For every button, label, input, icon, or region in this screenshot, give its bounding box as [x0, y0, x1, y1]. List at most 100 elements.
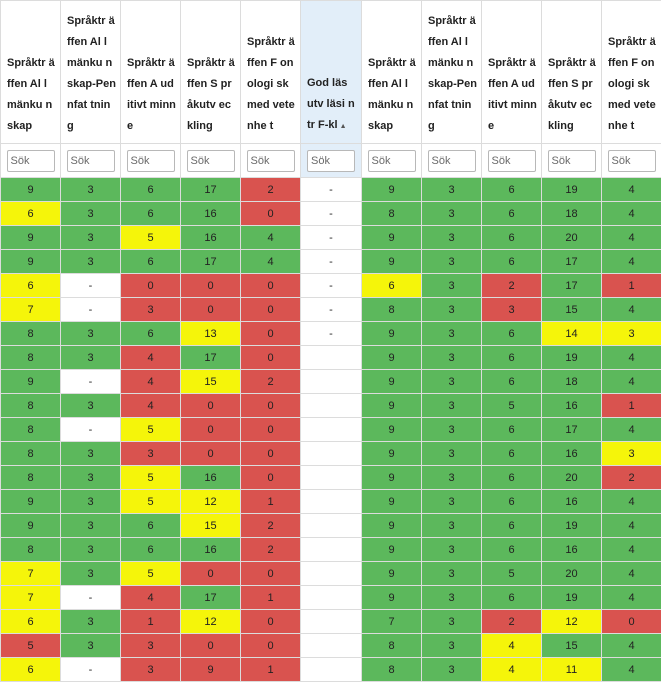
table-cell: - [61, 370, 121, 394]
sort-ascending-icon[interactable]: ▲ [340, 123, 347, 130]
table-cell [301, 514, 362, 538]
table-cell: 16 [181, 226, 241, 250]
search-input-column-8[interactable] [428, 150, 476, 172]
search-input-column-4[interactable] [187, 150, 235, 172]
table-cell: 4 [602, 634, 661, 658]
table-cell: 15 [542, 634, 602, 658]
column-header-1[interactable]: Språktr äffen Al lmänku nskap [1, 1, 61, 144]
table-cell [301, 394, 362, 418]
column-header-11[interactable]: Språktr äffen F onologi sk med vetenhe t [602, 1, 661, 144]
table-cell: 3 [61, 250, 121, 274]
column-header-7[interactable]: Språktr äffen Al lmänku nskap [362, 1, 422, 144]
table-cell: 19 [542, 514, 602, 538]
table-cell: 16 [542, 442, 602, 466]
search-input-column-10[interactable] [548, 150, 596, 172]
column-header-4[interactable]: Språktr äffen S pråkutv eckling [181, 1, 241, 144]
column-header-2[interactable]: Språktr äffen Al lmänku nskap-Pennfat tn… [61, 1, 121, 144]
table-cell: 9 [362, 226, 422, 250]
table-cell: 4 [121, 346, 181, 370]
table-cell: 6 [482, 202, 542, 226]
table-cell: - [301, 202, 362, 226]
table-cell: 6 [482, 442, 542, 466]
table-cell: 9 [362, 322, 422, 346]
table-cell: 6 [482, 250, 542, 274]
table-cell: 9 [362, 442, 422, 466]
table-cell: 5 [121, 490, 181, 514]
table-cell: 3 [422, 202, 482, 226]
table-cell: 3 [61, 226, 121, 250]
table-cell: 3 [422, 514, 482, 538]
table-cell: 4 [121, 586, 181, 610]
table-cell: 17 [542, 418, 602, 442]
search-input-column-1[interactable] [7, 150, 55, 172]
table-cell: 4 [602, 346, 661, 370]
table-cell: 19 [542, 586, 602, 610]
table-cell: 16 [542, 394, 602, 418]
filter-cell [61, 144, 121, 178]
search-input-column-5[interactable] [247, 150, 295, 172]
column-header-5[interactable]: Språktr äffen F onologi sk med vetenhe t [241, 1, 301, 144]
table-cell: - [301, 226, 362, 250]
table-cell: 17 [181, 250, 241, 274]
table-cell: 15 [542, 298, 602, 322]
search-input-column-11[interactable] [608, 150, 656, 172]
table-cell: 3 [61, 514, 121, 538]
search-input-column-3[interactable] [127, 150, 175, 172]
table-cell: 16 [542, 538, 602, 562]
filter-row [1, 144, 661, 178]
table-cell: 0 [241, 610, 301, 634]
table-cell: - [301, 322, 362, 346]
table-cell: 19 [542, 346, 602, 370]
column-header-10[interactable]: Språktr äffen S pråkutv eckling [542, 1, 602, 144]
column-header-9[interactable]: Språktr äffen A uditivt minne [482, 1, 542, 144]
table-cell: 0 [181, 418, 241, 442]
table-cell [301, 466, 362, 490]
table-cell: 3 [422, 562, 482, 586]
table-cell: 4 [241, 250, 301, 274]
table-cell [301, 658, 362, 682]
search-input-column-2[interactable] [67, 150, 115, 172]
column-header-8[interactable]: Språktr äffen Al lmänku nskap-Pennfat tn… [422, 1, 482, 144]
table-cell: 3 [422, 346, 482, 370]
column-header-3[interactable]: Språktr äffen A uditivt minne [121, 1, 181, 144]
table-cell: 20 [542, 562, 602, 586]
table-cell: 2 [482, 274, 542, 298]
column-header-label: Språktr äffen Al lmänku nskap [368, 57, 416, 132]
table-cell: 3 [422, 322, 482, 346]
table-cell: 0 [602, 610, 661, 634]
table-cell: 3 [61, 322, 121, 346]
table-cell: 6 [121, 202, 181, 226]
search-input-column-7[interactable] [368, 150, 416, 172]
column-header-label: Språktr äffen Al lmänku nskap-Pennfat tn… [428, 15, 477, 132]
search-input-column-9[interactable] [488, 150, 536, 172]
table-cell: 4 [482, 634, 542, 658]
table-cell: 8 [1, 538, 61, 562]
search-input-column-6[interactable] [307, 150, 355, 172]
table-cell: 9 [362, 514, 422, 538]
column-header-6[interactable]: God läs utv läsi ntr F-kl▲ [301, 1, 362, 144]
table-cell: 5 [482, 562, 542, 586]
table-cell: 6 [121, 538, 181, 562]
